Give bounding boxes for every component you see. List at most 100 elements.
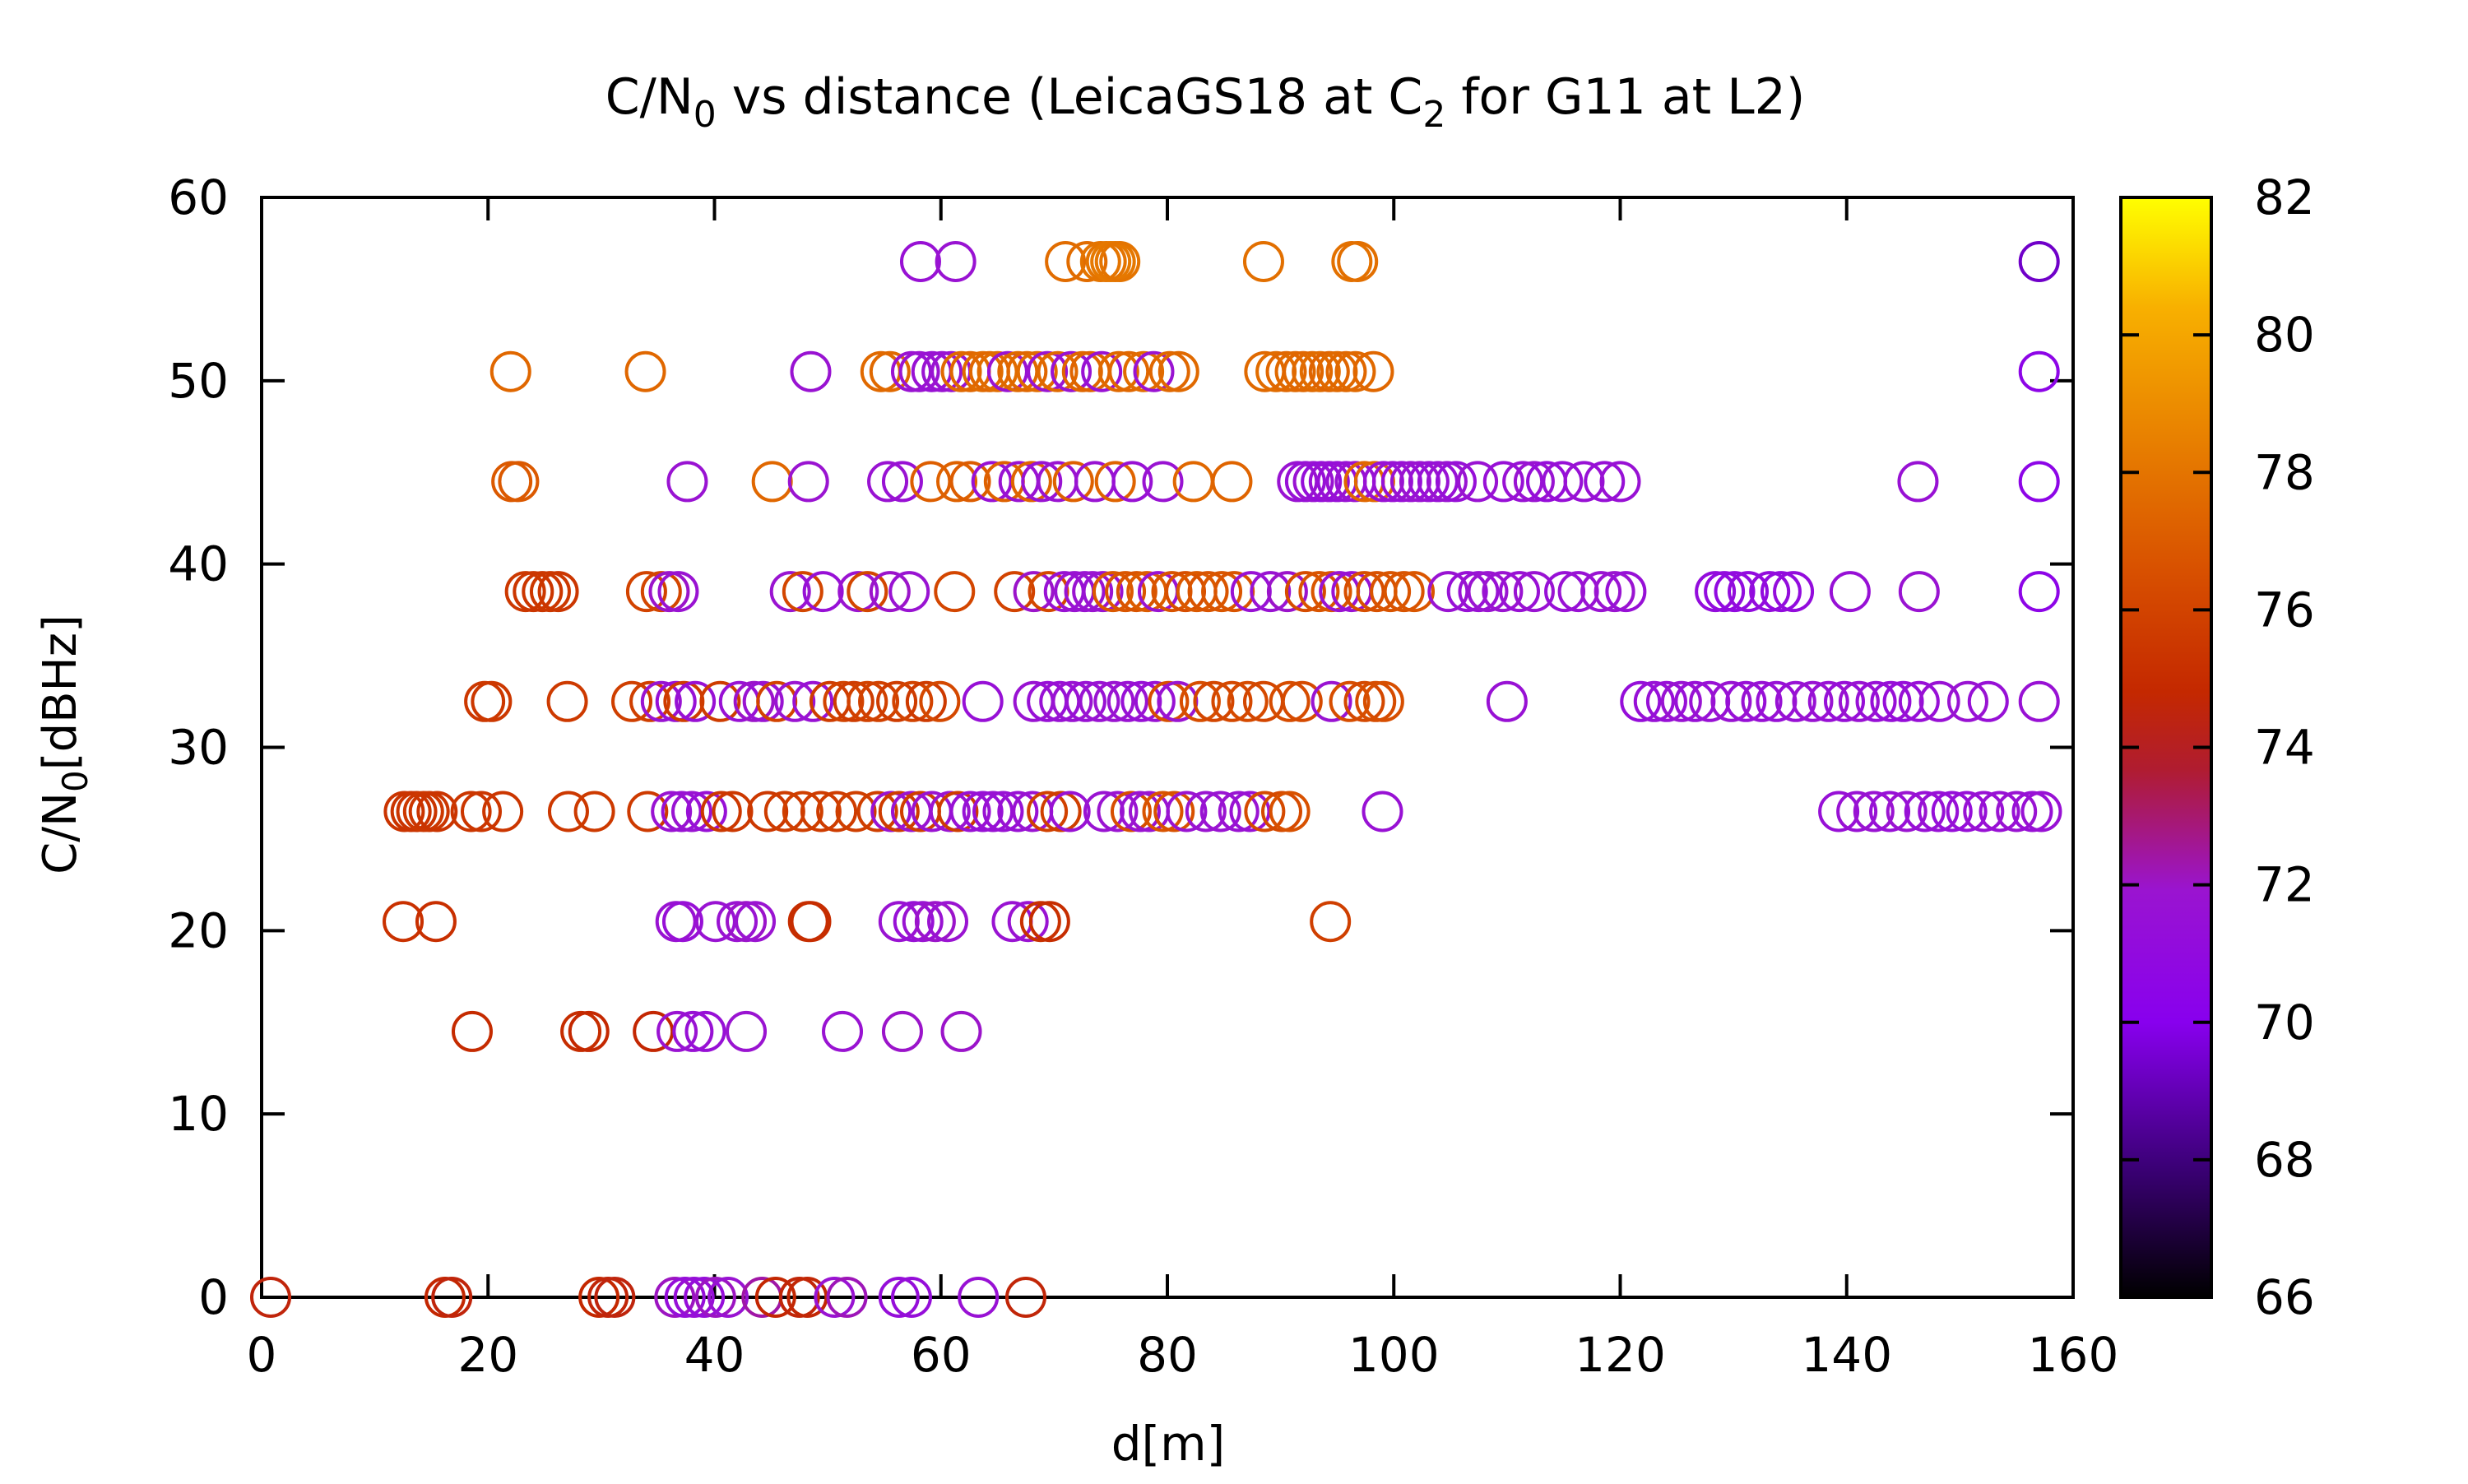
data-point bbox=[958, 1277, 1000, 1318]
data-point bbox=[673, 1277, 715, 1318]
data-point bbox=[661, 791, 703, 832]
data-point bbox=[1116, 571, 1157, 613]
data-point bbox=[1142, 461, 1184, 503]
data-point bbox=[735, 901, 777, 943]
data-point bbox=[1457, 461, 1499, 503]
data-point bbox=[1728, 571, 1770, 613]
data-point bbox=[1704, 571, 1746, 613]
data-point bbox=[893, 901, 935, 943]
data-point bbox=[498, 461, 540, 503]
data-point bbox=[1967, 680, 2009, 722]
data-point bbox=[529, 571, 571, 613]
data-point bbox=[898, 350, 940, 392]
data-point bbox=[1499, 571, 1541, 613]
data-point bbox=[1352, 350, 1394, 392]
data-point bbox=[546, 680, 588, 722]
data-point bbox=[1660, 680, 1702, 722]
data-point bbox=[625, 571, 667, 613]
data-point bbox=[790, 901, 832, 943]
data-point bbox=[1853, 791, 1895, 832]
data-point bbox=[1028, 901, 1070, 943]
data-point bbox=[1284, 571, 1326, 613]
data-point bbox=[726, 901, 768, 943]
data-point bbox=[1092, 571, 1134, 613]
x-tick-label: 60 bbox=[911, 1327, 972, 1383]
chart-title: C/N0 vs distance (LeicaGS18 at C2 for G1… bbox=[605, 68, 1806, 136]
data-point bbox=[2011, 791, 2053, 832]
data-point bbox=[1269, 791, 1311, 832]
data-point bbox=[1179, 680, 1221, 722]
data-point bbox=[1904, 791, 1946, 832]
data-point bbox=[919, 680, 961, 722]
data-point bbox=[1004, 1277, 1046, 1318]
data-point bbox=[888, 571, 930, 613]
data-point bbox=[1283, 350, 1324, 392]
data-point bbox=[1946, 791, 1988, 832]
data-point bbox=[1435, 461, 1477, 503]
data-point bbox=[664, 1277, 706, 1318]
data-point bbox=[1918, 680, 1960, 722]
data-point bbox=[2020, 791, 2062, 832]
data-point bbox=[1383, 571, 1425, 613]
data-point bbox=[1710, 680, 1752, 722]
data-point bbox=[1106, 680, 1148, 722]
y-axis-label: C/N0[dBHz] bbox=[34, 614, 95, 874]
data-point bbox=[1185, 791, 1227, 832]
data-point bbox=[814, 1277, 856, 1318]
colorbar-tick-label: 80 bbox=[2254, 307, 2315, 363]
data-point bbox=[1153, 791, 1195, 832]
data-point bbox=[1211, 461, 1253, 503]
data-point bbox=[1773, 571, 1815, 613]
data-point bbox=[1749, 571, 1791, 613]
data-point bbox=[699, 680, 741, 722]
data-point bbox=[1229, 791, 1271, 832]
data-point bbox=[1362, 680, 1404, 722]
data-point bbox=[707, 1277, 749, 1318]
y-tick-label: 40 bbox=[168, 536, 229, 592]
data-point bbox=[1741, 680, 1783, 722]
data-point bbox=[1979, 791, 2020, 832]
data-point bbox=[1513, 571, 1555, 613]
data-point bbox=[1334, 350, 1376, 392]
data-point bbox=[648, 571, 690, 613]
data-point bbox=[1045, 240, 1087, 282]
data-point bbox=[786, 1277, 828, 1318]
data-point bbox=[670, 791, 712, 832]
data-point bbox=[1362, 791, 1403, 832]
data-point bbox=[250, 1277, 292, 1318]
data-point bbox=[2018, 680, 2060, 722]
data-point bbox=[1605, 571, 1647, 613]
data-point bbox=[1446, 571, 1488, 613]
data-point bbox=[1426, 461, 1468, 503]
data-point bbox=[1051, 350, 1093, 392]
data-point bbox=[726, 1010, 768, 1052]
data-point bbox=[675, 680, 717, 722]
data-point bbox=[869, 350, 911, 392]
data-point bbox=[694, 901, 736, 943]
data-point bbox=[905, 680, 947, 722]
data-point bbox=[790, 350, 832, 392]
data-point bbox=[949, 791, 991, 832]
y-tick-label: 60 bbox=[168, 169, 229, 225]
data-point bbox=[1996, 791, 2038, 832]
data-point bbox=[1250, 571, 1292, 613]
data-point bbox=[661, 901, 703, 943]
data-point bbox=[1829, 571, 1871, 613]
data-point bbox=[1123, 350, 1165, 392]
data-point bbox=[747, 791, 789, 832]
data-point bbox=[1947, 680, 1989, 722]
colorbar-tick-label: 72 bbox=[2254, 857, 2315, 913]
data-point bbox=[1394, 571, 1436, 613]
data-point bbox=[858, 680, 900, 722]
data-point bbox=[489, 350, 531, 392]
data-point bbox=[1108, 350, 1150, 392]
data-point bbox=[1016, 350, 1058, 392]
data-point bbox=[1599, 461, 1641, 503]
data-point bbox=[1310, 901, 1352, 943]
data-point bbox=[1337, 240, 1379, 282]
data-point bbox=[1040, 791, 1082, 832]
data-point bbox=[1021, 461, 1063, 503]
x-axis-ticks: 0 20 40 60 80 100 120 140 160 bbox=[247, 197, 2118, 1383]
data-point bbox=[792, 680, 834, 722]
